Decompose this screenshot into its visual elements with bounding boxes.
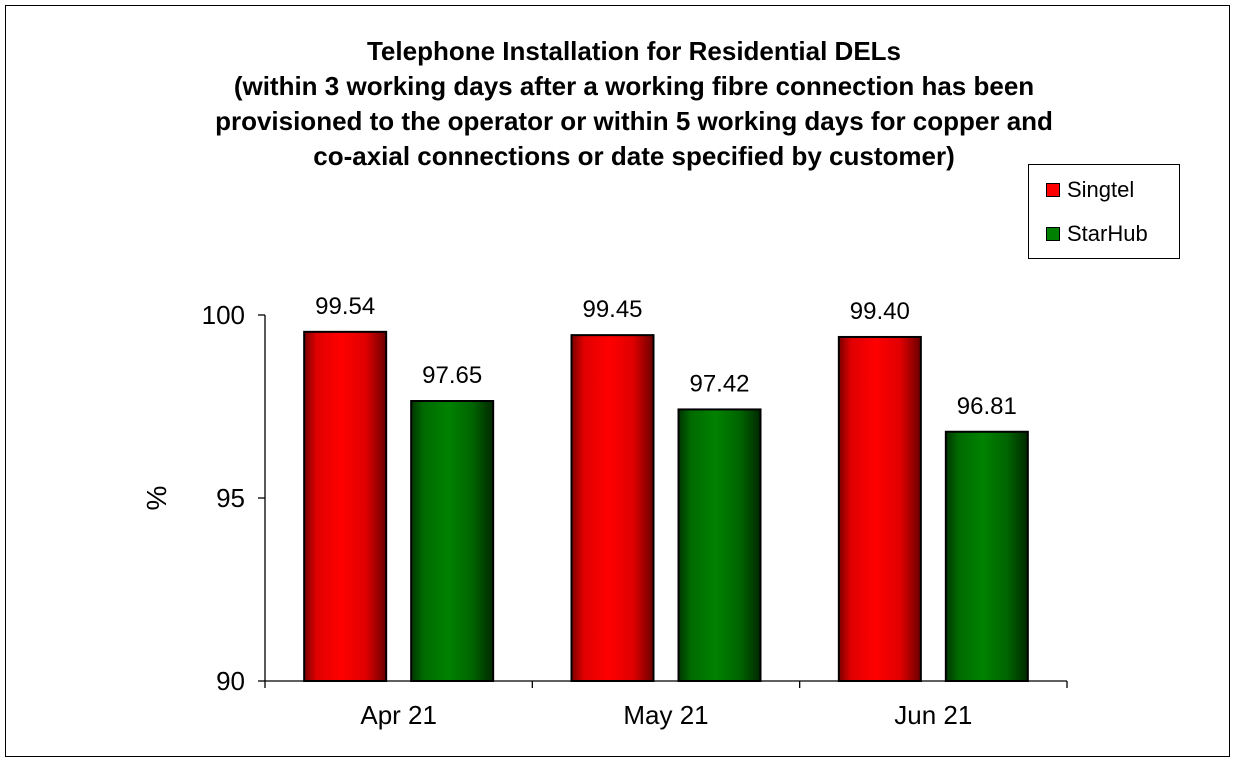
chart-title-line-3: provisioned to the operator or within 5 … <box>215 106 1053 136</box>
bar-starhub-2 <box>677 408 762 682</box>
legend-swatch-starhub <box>1046 227 1060 241</box>
bar-starhub-3 <box>944 430 1029 682</box>
data-label-starhub-1: 97.65 <box>422 362 482 389</box>
chart-title-line-4: co-axial connections or date specified b… <box>313 141 955 171</box>
legend-label-starhub: StarHub <box>1067 221 1148 246</box>
y-tick-label: 95 <box>216 483 245 513</box>
bar-singtel-2 <box>570 334 655 682</box>
x-tick-label: May 21 <box>623 700 708 730</box>
bar-singtel-3 <box>837 335 922 682</box>
x-tick-label: Jun 21 <box>894 700 972 730</box>
data-label-singtel-1: 99.54 <box>315 293 375 320</box>
chart-title-line-2: (within 3 working days after a working f… <box>233 71 1035 101</box>
y-tick-label: 100 <box>202 300 245 330</box>
chart-title: Telephone Installation for Residential D… <box>0 34 1238 174</box>
chart-title-line-1: Telephone Installation for Residential D… <box>366 36 902 66</box>
y-tick-label: 90 <box>216 666 245 696</box>
data-label-singtel-3: 99.40 <box>850 298 910 325</box>
legend-label-singtel: Singtel <box>1067 177 1135 202</box>
data-label-singtel-2: 99.45 <box>582 296 642 323</box>
bar-singtel-1 <box>303 330 388 682</box>
legend-swatch-singtel <box>1046 183 1060 197</box>
legend-item-starhub: StarHub <box>1046 221 1148 247</box>
legend: Singtel StarHub <box>1028 164 1180 259</box>
data-label-starhub-3: 96.81 <box>957 393 1017 420</box>
x-tick-label: Apr 21 <box>360 700 437 730</box>
bar-starhub-1 <box>410 400 495 682</box>
y-axis-title: % <box>141 486 172 511</box>
data-label-starhub-2: 97.42 <box>689 370 749 397</box>
legend-item-singtel: Singtel <box>1046 177 1134 203</box>
